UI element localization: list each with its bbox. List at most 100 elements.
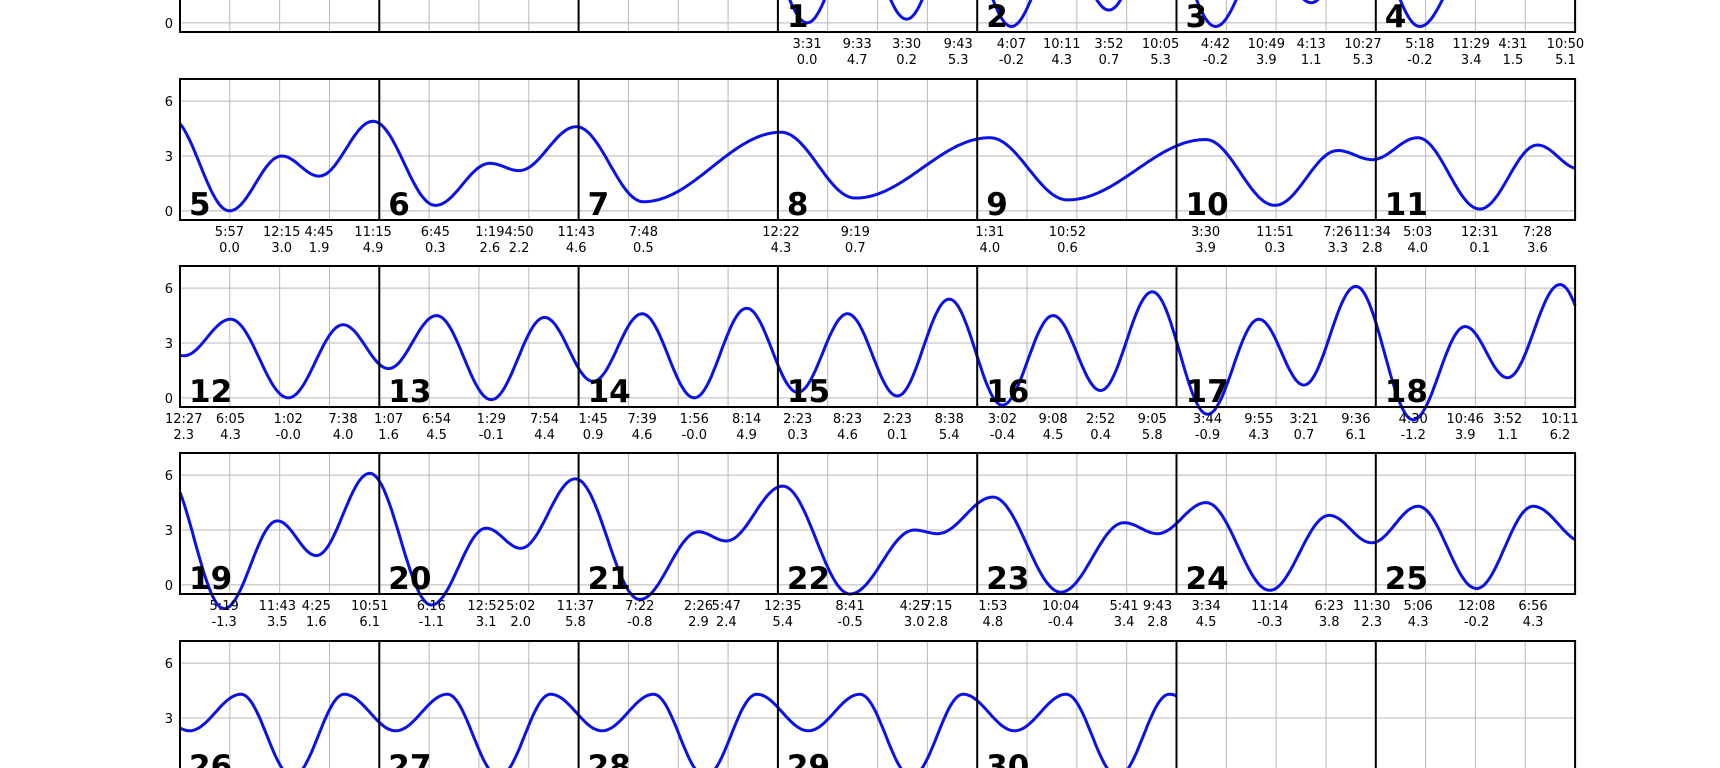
y-tick-label: 0 (165, 205, 173, 220)
day-number: 15 (787, 374, 830, 410)
extreme-height: 4.8 (982, 615, 1003, 630)
extreme-height: 1.1 (1497, 428, 1518, 443)
extreme-time: 1:29 (477, 412, 506, 427)
extreme-height: 4.6 (632, 428, 653, 443)
extreme-height: 4.9 (736, 428, 757, 443)
extreme-height: 4.5 (1196, 615, 1217, 630)
day-number: 1 (787, 0, 809, 35)
extreme-time: 1:31 (975, 225, 1004, 240)
extreme-time: 3:31 (793, 37, 822, 52)
extreme-time: 12:08 (1458, 599, 1495, 614)
extreme-time: 9:19 (841, 225, 870, 240)
grid (180, 79, 1576, 220)
extreme-time: 1:56 (680, 412, 709, 427)
extreme-height: 5.4 (772, 615, 793, 630)
extreme-height: -0.2 (1407, 53, 1432, 68)
extreme-time: 8:14 (732, 412, 761, 427)
day-number: 11 (1385, 187, 1428, 223)
extreme-time: 3:21 (1289, 412, 1318, 427)
extreme-time: 11:51 (1256, 225, 1293, 240)
extreme-height: 4.9 (363, 241, 384, 256)
extreme-height: 5.3 (1353, 53, 1374, 68)
extreme-height: 6.2 (1550, 428, 1571, 443)
extreme-height: -0.8 (627, 615, 652, 630)
y-tick-label: 3 (165, 150, 173, 165)
extreme-height: -0.0 (682, 428, 707, 443)
extreme-height: 4.0 (1407, 241, 1428, 256)
day-number: 28 (588, 749, 631, 768)
extreme-time: 7:22 (625, 599, 654, 614)
extreme-height: 3.8 (1319, 615, 1340, 630)
extreme-height: -1.1 (419, 615, 444, 630)
day-number: 19 (189, 561, 232, 597)
day-number: 30 (986, 749, 1029, 768)
extreme-height: 0.0 (797, 53, 818, 68)
extreme-height: 0.6 (1057, 241, 1078, 256)
extreme-time: 6:56 (1518, 599, 1547, 614)
extreme-time: 10:50 (1547, 37, 1584, 52)
tide-curve (178, 471, 1576, 611)
extreme-time: 4:30 (1399, 412, 1428, 427)
week-row: 03613:310.09:334.73:300.29:435.324:07-0.… (165, 0, 1584, 68)
extreme-time: 7:26 (1323, 225, 1352, 240)
week-row: 03655:570.012:153.04:451.911:154.966:450… (165, 78, 1577, 256)
extreme-time: 10:51 (351, 599, 388, 614)
extreme-height: 5.4 (939, 428, 960, 443)
day-number: 21 (588, 561, 631, 597)
extreme-height: 2.8 (927, 615, 948, 630)
day-number: 13 (388, 374, 431, 410)
extreme-height: 0.7 (1099, 53, 1120, 68)
tide-curve (179, 283, 1577, 422)
extreme-height: 5.3 (1150, 53, 1171, 68)
extreme-time: 7:54 (530, 412, 559, 427)
week-frame (179, 78, 1577, 221)
extreme-height: -0.9 (1195, 428, 1220, 443)
extreme-time: 7:39 (628, 412, 657, 427)
extreme-time: 11:30 (1353, 599, 1390, 614)
extreme-time: 10:11 (1043, 37, 1080, 52)
day-number: 5 (189, 187, 211, 223)
extreme-height: 1.6 (306, 615, 327, 630)
extreme-height: 2.8 (1147, 615, 1168, 630)
extreme-time: 10:04 (1042, 599, 1079, 614)
extreme-time: 4:25 (900, 599, 929, 614)
extreme-time: 9:36 (1341, 412, 1370, 427)
day-number: 18 (1385, 374, 1428, 410)
extreme-height: -0.1 (479, 428, 504, 443)
extreme-height: 2.3 (173, 428, 194, 443)
extreme-height: 3.9 (1455, 428, 1476, 443)
extreme-height: 1.9 (309, 241, 330, 256)
day-number: 4 (1385, 0, 1407, 35)
extreme-time: 2:52 (1086, 412, 1115, 427)
extreme-height: 3.4 (1461, 53, 1482, 68)
y-tick-label: 3 (165, 712, 173, 727)
extreme-height: 2.0 (510, 615, 531, 630)
extreme-time: 10:27 (1344, 37, 1381, 52)
extreme-time: 6:16 (417, 599, 446, 614)
extreme-height: 3.0 (904, 615, 925, 630)
extreme-height: 0.3 (1265, 241, 1286, 256)
day-number: 6 (388, 187, 410, 223)
day-number: 27 (388, 749, 431, 768)
extreme-time: 8:41 (835, 599, 864, 614)
extreme-time: 10:46 (1446, 412, 1483, 427)
extreme-time: 5:03 (1403, 225, 1432, 240)
week-frame (179, 452, 1577, 595)
tide-curve (179, 692, 1178, 768)
y-tick-label: 0 (165, 17, 173, 32)
week-frame (179, 640, 1577, 768)
extreme-height: 6.1 (1346, 428, 1367, 443)
grid (180, 453, 1576, 594)
extreme-height: 4.6 (566, 241, 587, 256)
extreme-height: 4.6 (837, 428, 858, 443)
day-number: 17 (1186, 374, 1229, 410)
extreme-height: -0.0 (276, 428, 301, 443)
extreme-time: 11:14 (1251, 599, 1288, 614)
extreme-time: 5:47 (712, 599, 741, 614)
extreme-time: 9:08 (1038, 412, 1067, 427)
day-number: 9 (986, 187, 1008, 223)
extreme-height: 5.3 (948, 53, 969, 68)
extreme-time: 4:42 (1201, 37, 1230, 52)
extreme-time: 12:52 (467, 599, 504, 614)
